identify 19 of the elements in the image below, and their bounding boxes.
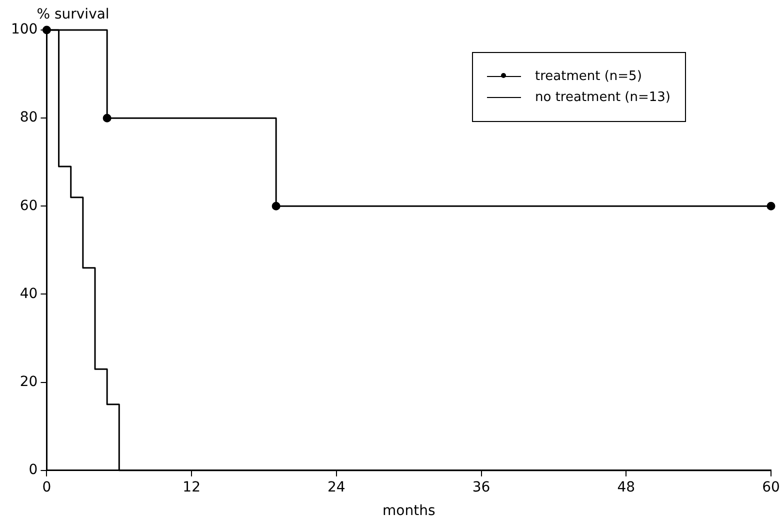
y-tick-label: 80 <box>20 110 38 126</box>
y-tick-label: 60 <box>20 198 38 214</box>
y-tick-label: 40 <box>20 286 38 302</box>
legend-label: treatment (n=5) <box>535 69 642 84</box>
x-tick-label: 0 <box>42 479 52 496</box>
x-tick-label: 60 <box>762 479 780 496</box>
point <box>766 202 776 210</box>
x-tick-label: 12 <box>182 479 200 496</box>
x-axis-title: months <box>382 503 436 520</box>
x-tick-label: 48 <box>617 479 636 496</box>
y-tick-label: 0 <box>28 462 38 478</box>
x-tick-label: 36 <box>472 479 490 496</box>
point <box>272 202 280 210</box>
x-tick-label: 24 <box>328 479 346 496</box>
y-axis-title: % survival <box>36 6 110 23</box>
y-tick-label: 20 <box>20 374 38 390</box>
point <box>102 114 112 122</box>
legend-label: no treatment (n=13) <box>535 90 670 105</box>
y-tick-label: 100 <box>10 22 38 38</box>
